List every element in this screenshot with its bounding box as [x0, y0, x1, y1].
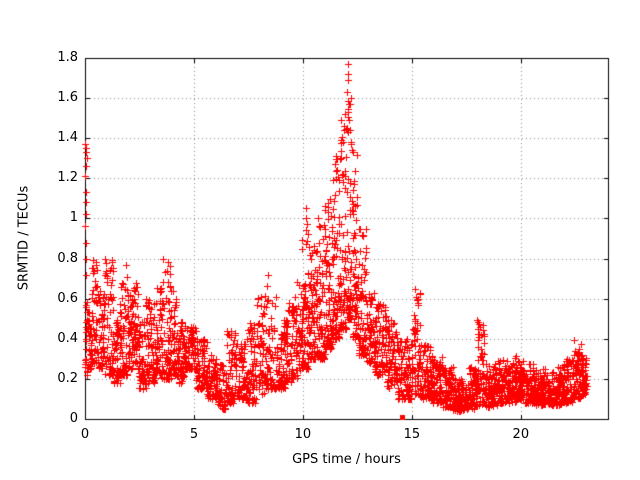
x-axis-label: GPS time / hours — [292, 452, 401, 467]
x-tick-label: 15 — [403, 427, 421, 442]
x-tick-label: 20 — [512, 427, 530, 442]
y-tick-label: 0.4 — [57, 330, 78, 346]
y-tick-label: 1.6 — [57, 90, 78, 106]
y-tick-label: 1.2 — [57, 170, 78, 186]
y-tick-label: 1 — [69, 210, 78, 226]
y-tick-label: 1.8 — [57, 50, 78, 65]
x-tick-label: 10 — [294, 427, 312, 442]
x-tick-label: 0 — [80, 427, 90, 442]
y-tick-label: 0.6 — [57, 290, 78, 306]
y-tick-label: 0.2 — [57, 370, 78, 386]
y-tick-label: 0.8 — [57, 250, 78, 266]
y-tick-label: 1.4 — [57, 130, 78, 146]
y-axis-label: SRMTID / TECUs — [16, 185, 32, 291]
y-tick-label: 0 — [69, 411, 78, 426]
x-tick-label: 5 — [189, 427, 199, 442]
